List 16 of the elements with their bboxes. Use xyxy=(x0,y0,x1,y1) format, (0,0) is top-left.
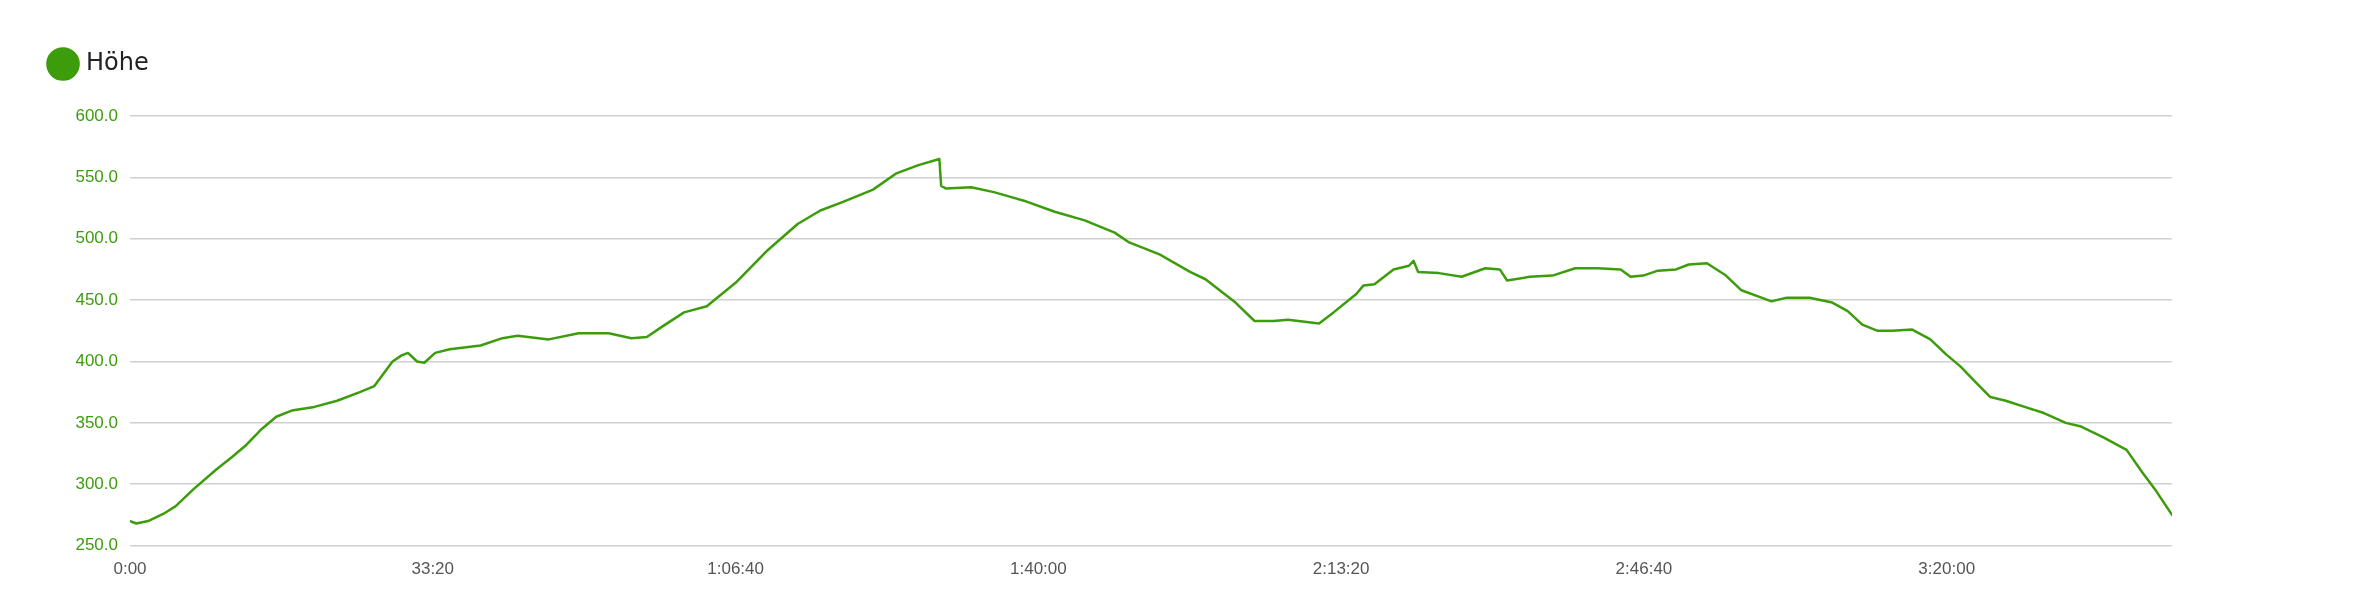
y-tick-label: 350.0 xyxy=(75,412,118,432)
x-tick-label: 3:20:00 xyxy=(1918,559,1976,579)
y-tick-label: 550.0 xyxy=(75,167,118,187)
y-tick-label: 250.0 xyxy=(75,535,118,555)
x-tick-label: 1:40:00 xyxy=(1010,559,1067,579)
y-tick-label: 300.0 xyxy=(75,473,118,493)
x-tick-label: 1:06:40 xyxy=(707,559,764,579)
y-tick-label: 450.0 xyxy=(75,289,118,309)
x-tick-label: 2:46:40 xyxy=(1615,559,1673,579)
x-tick-label: 33:20 xyxy=(411,559,455,579)
legend-label: Höhe xyxy=(86,48,149,77)
y-tick-label: 400.0 xyxy=(75,351,118,371)
y-tick-label: 500.0 xyxy=(75,228,118,248)
y-tick-label: 600.0 xyxy=(75,105,118,125)
x-tick-label: 2:13:20 xyxy=(1312,559,1370,579)
x-tick-label: 0:00 xyxy=(113,559,147,579)
